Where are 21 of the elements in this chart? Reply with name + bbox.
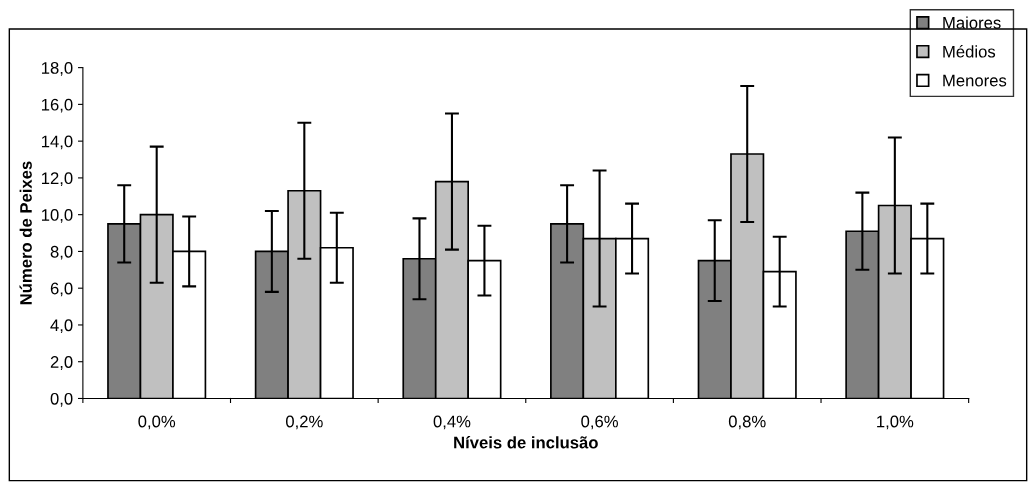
y-tick-label: 0,0	[50, 392, 73, 407]
y-tick-label: 4,0	[50, 319, 73, 334]
legend-label: Menores	[943, 74, 1007, 87]
y-tick-label: 12,0	[41, 172, 73, 187]
x-tick-label: 0,0%	[138, 415, 176, 430]
y-axis-title: Número de Peixes	[19, 161, 32, 305]
y-tick-label: 2,0	[50, 356, 73, 370]
x-axis-title: Níveis de inclusão	[454, 436, 598, 449]
x-tick-label: 1,0%	[877, 415, 914, 430]
y-tick-label: 18,0	[41, 62, 73, 76]
x-tick-label: 0,8%	[728, 415, 766, 430]
y-tick-label: 14,0	[41, 135, 73, 150]
x-tick-label: 0,6%	[581, 415, 618, 430]
x-tick-label: 0,2%	[285, 415, 323, 430]
y-tick-label: 6,0	[50, 282, 73, 297]
y-tick-label: 8,0	[50, 245, 73, 260]
legend-label: Médios	[943, 45, 996, 58]
legend-label: Maiores	[943, 16, 1001, 29]
y-tick-label: 10,0	[41, 209, 73, 223]
y-tick-label: 16,0	[41, 98, 73, 113]
x-tick-label: 0,4%	[433, 415, 471, 430]
